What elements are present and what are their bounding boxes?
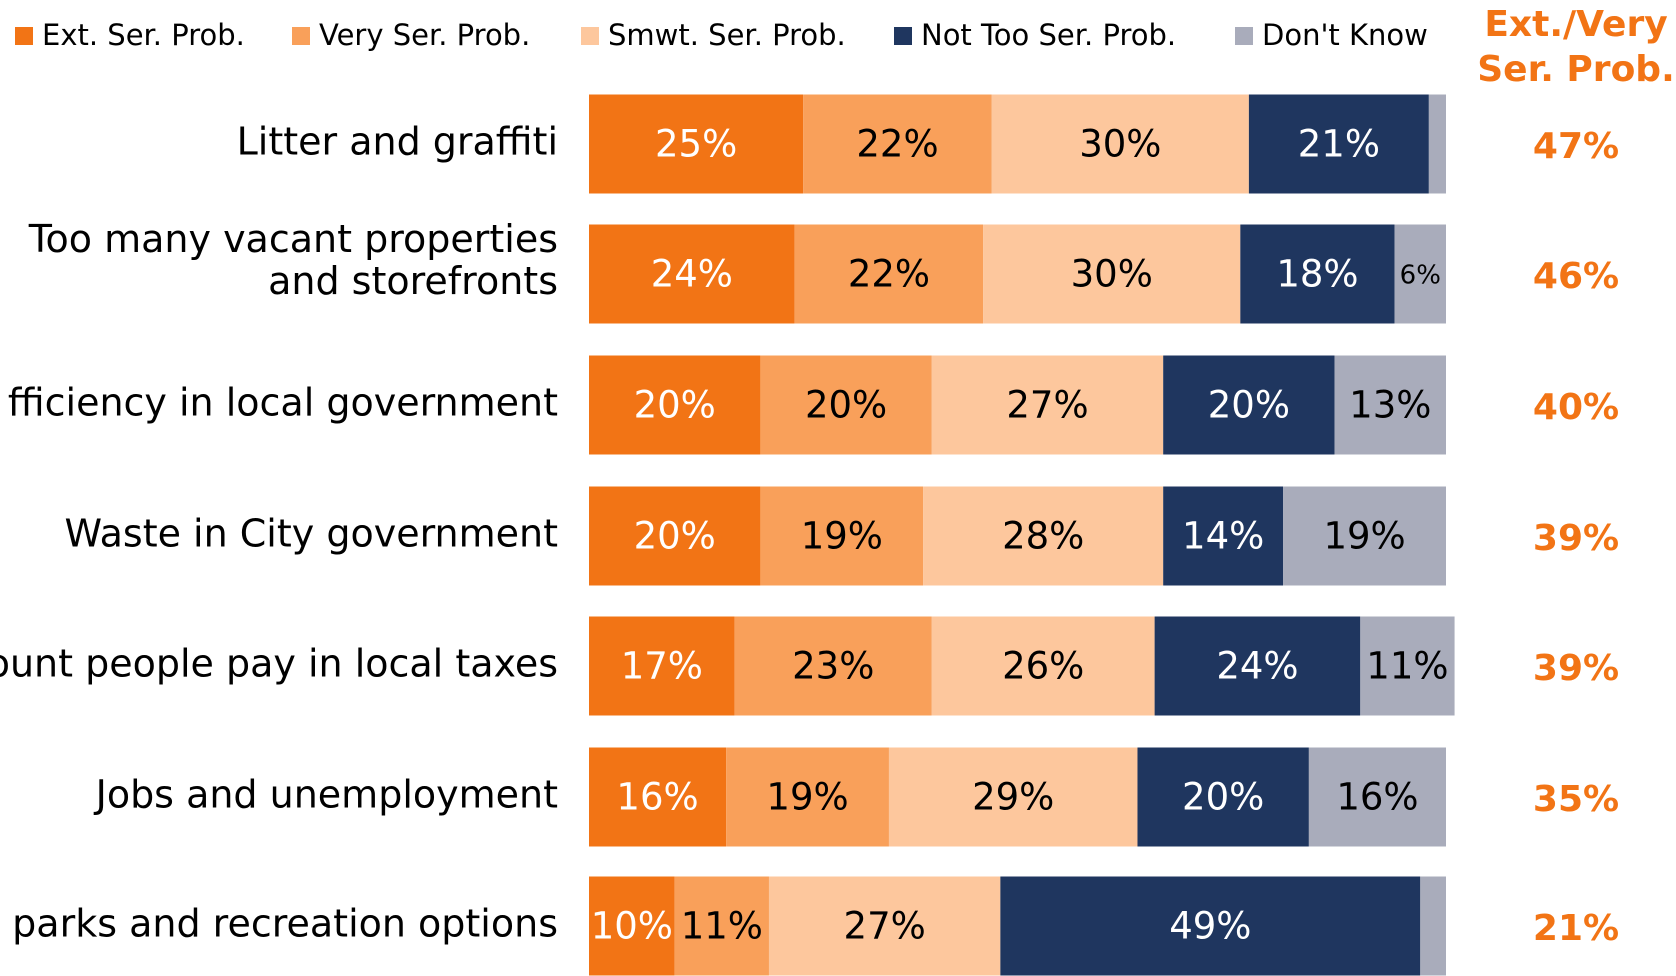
bar-label: 27% [844, 905, 926, 948]
total-label: 40% [1533, 387, 1619, 428]
bar-label: 19% [1323, 515, 1405, 558]
bar-segment [760, 355, 932, 455]
total-label: 39% [1533, 648, 1619, 689]
bar-segment [589, 616, 735, 716]
bar-segment [888, 747, 1138, 847]
bar-segment [589, 747, 727, 847]
bar-label: 26% [1002, 645, 1084, 688]
legend-swatch [15, 27, 33, 45]
bar-segment [734, 616, 932, 716]
legend-label: Smwt. Ser. Prob. [608, 18, 846, 52]
bar-label: 19% [766, 776, 848, 819]
bar-label: 6% [1400, 261, 1441, 291]
total-label: 47% [1533, 126, 1619, 167]
bar-label: 16% [616, 776, 698, 819]
bar-segment [803, 94, 992, 194]
bar-segment [1394, 224, 1446, 324]
total-label: 35% [1533, 779, 1619, 820]
bar-label: 19% [801, 515, 883, 558]
bar-label: 18% [1276, 253, 1358, 296]
bar-label: 17% [621, 645, 703, 688]
bar-label: 24% [1216, 645, 1298, 688]
bar-label: 22% [848, 253, 930, 296]
bar-segment [794, 224, 984, 324]
bar-label: 49% [1169, 905, 1251, 948]
bar-segment [1137, 747, 1309, 847]
totals-header: Ext./Very [1484, 4, 1667, 45]
bar-label: 30% [1079, 123, 1161, 166]
bar-label: 20% [634, 515, 716, 558]
bar-segment [589, 876, 675, 976]
category-label: Jobs and unemployment [94, 773, 558, 817]
bar-label: 28% [1002, 515, 1084, 558]
bar-segment [1420, 876, 1446, 976]
bar-label: 20% [634, 384, 716, 427]
legend-swatch [581, 27, 599, 45]
bar-segment [983, 224, 1241, 324]
bar-segment [1163, 355, 1335, 455]
bar-segment [589, 486, 761, 586]
bar-segment [1000, 876, 1421, 976]
total-label: 21% [1533, 908, 1619, 949]
bar-segment [991, 94, 1249, 194]
bar-segment [760, 486, 924, 586]
category-label: Too many vacant properties and storefront… [28, 217, 558, 303]
bar-segment [589, 355, 761, 455]
total-label: 39% [1533, 518, 1619, 559]
bar-label: 30% [1071, 253, 1153, 296]
legend-label: Very Ser. Prob. [319, 18, 530, 52]
legend-label: Don't Know [1262, 18, 1428, 52]
legend-swatch [894, 27, 912, 45]
legend-swatch [292, 27, 310, 45]
bar-label: 25% [655, 123, 737, 166]
bar-segment [589, 224, 795, 324]
bar-segment [923, 486, 1164, 586]
total-label: 46% [1533, 256, 1619, 297]
bar-segment [1283, 486, 1446, 586]
category-label: ount people pay in local taxes [0, 642, 558, 686]
bar-segment [1154, 616, 1361, 716]
legend-label: Ext. Ser. Prob. [42, 18, 245, 52]
bar-label: 16% [1336, 776, 1418, 819]
bar-segment [1240, 224, 1395, 324]
bar-label: 13% [1349, 384, 1431, 427]
bar-label: 22% [856, 123, 938, 166]
bar-label: 20% [1208, 384, 1290, 427]
bar-label: 14% [1182, 515, 1264, 558]
bar-label: 10% [591, 905, 673, 948]
category-label: fficiency in local government [8, 381, 558, 425]
bar-segment [931, 616, 1155, 716]
legend-label: Not Too Ser. Prob. [921, 18, 1176, 52]
bar-segment [726, 747, 889, 847]
category-label: Waste in City government [64, 512, 558, 556]
bar-segment [674, 876, 769, 976]
bar-segment [1163, 486, 1284, 586]
bar-segment [589, 94, 804, 194]
bar-segment [931, 355, 1164, 455]
category-label: parks and recreation options [12, 902, 558, 946]
totals-header: Ser. Prob. [1477, 49, 1675, 90]
bar-segment [1428, 94, 1446, 194]
bar-segment [1248, 94, 1429, 194]
bar-label: 24% [651, 253, 733, 296]
bar-label: 20% [805, 384, 887, 427]
bar-label: 20% [1182, 776, 1264, 819]
bar-label: 27% [1006, 384, 1088, 427]
legend-swatch [1235, 27, 1253, 45]
bar-label: 11% [1366, 645, 1448, 688]
bar-label: 29% [972, 776, 1054, 819]
bar-segment [1308, 747, 1446, 847]
category-label: Litter and graffiti [237, 120, 558, 164]
bar-label: 11% [681, 905, 763, 948]
bar-segment [1334, 355, 1446, 455]
bar-label: 21% [1298, 123, 1380, 166]
bar-label: 23% [792, 645, 874, 688]
bar-segment [1360, 616, 1455, 716]
bar-segment [768, 876, 1001, 976]
